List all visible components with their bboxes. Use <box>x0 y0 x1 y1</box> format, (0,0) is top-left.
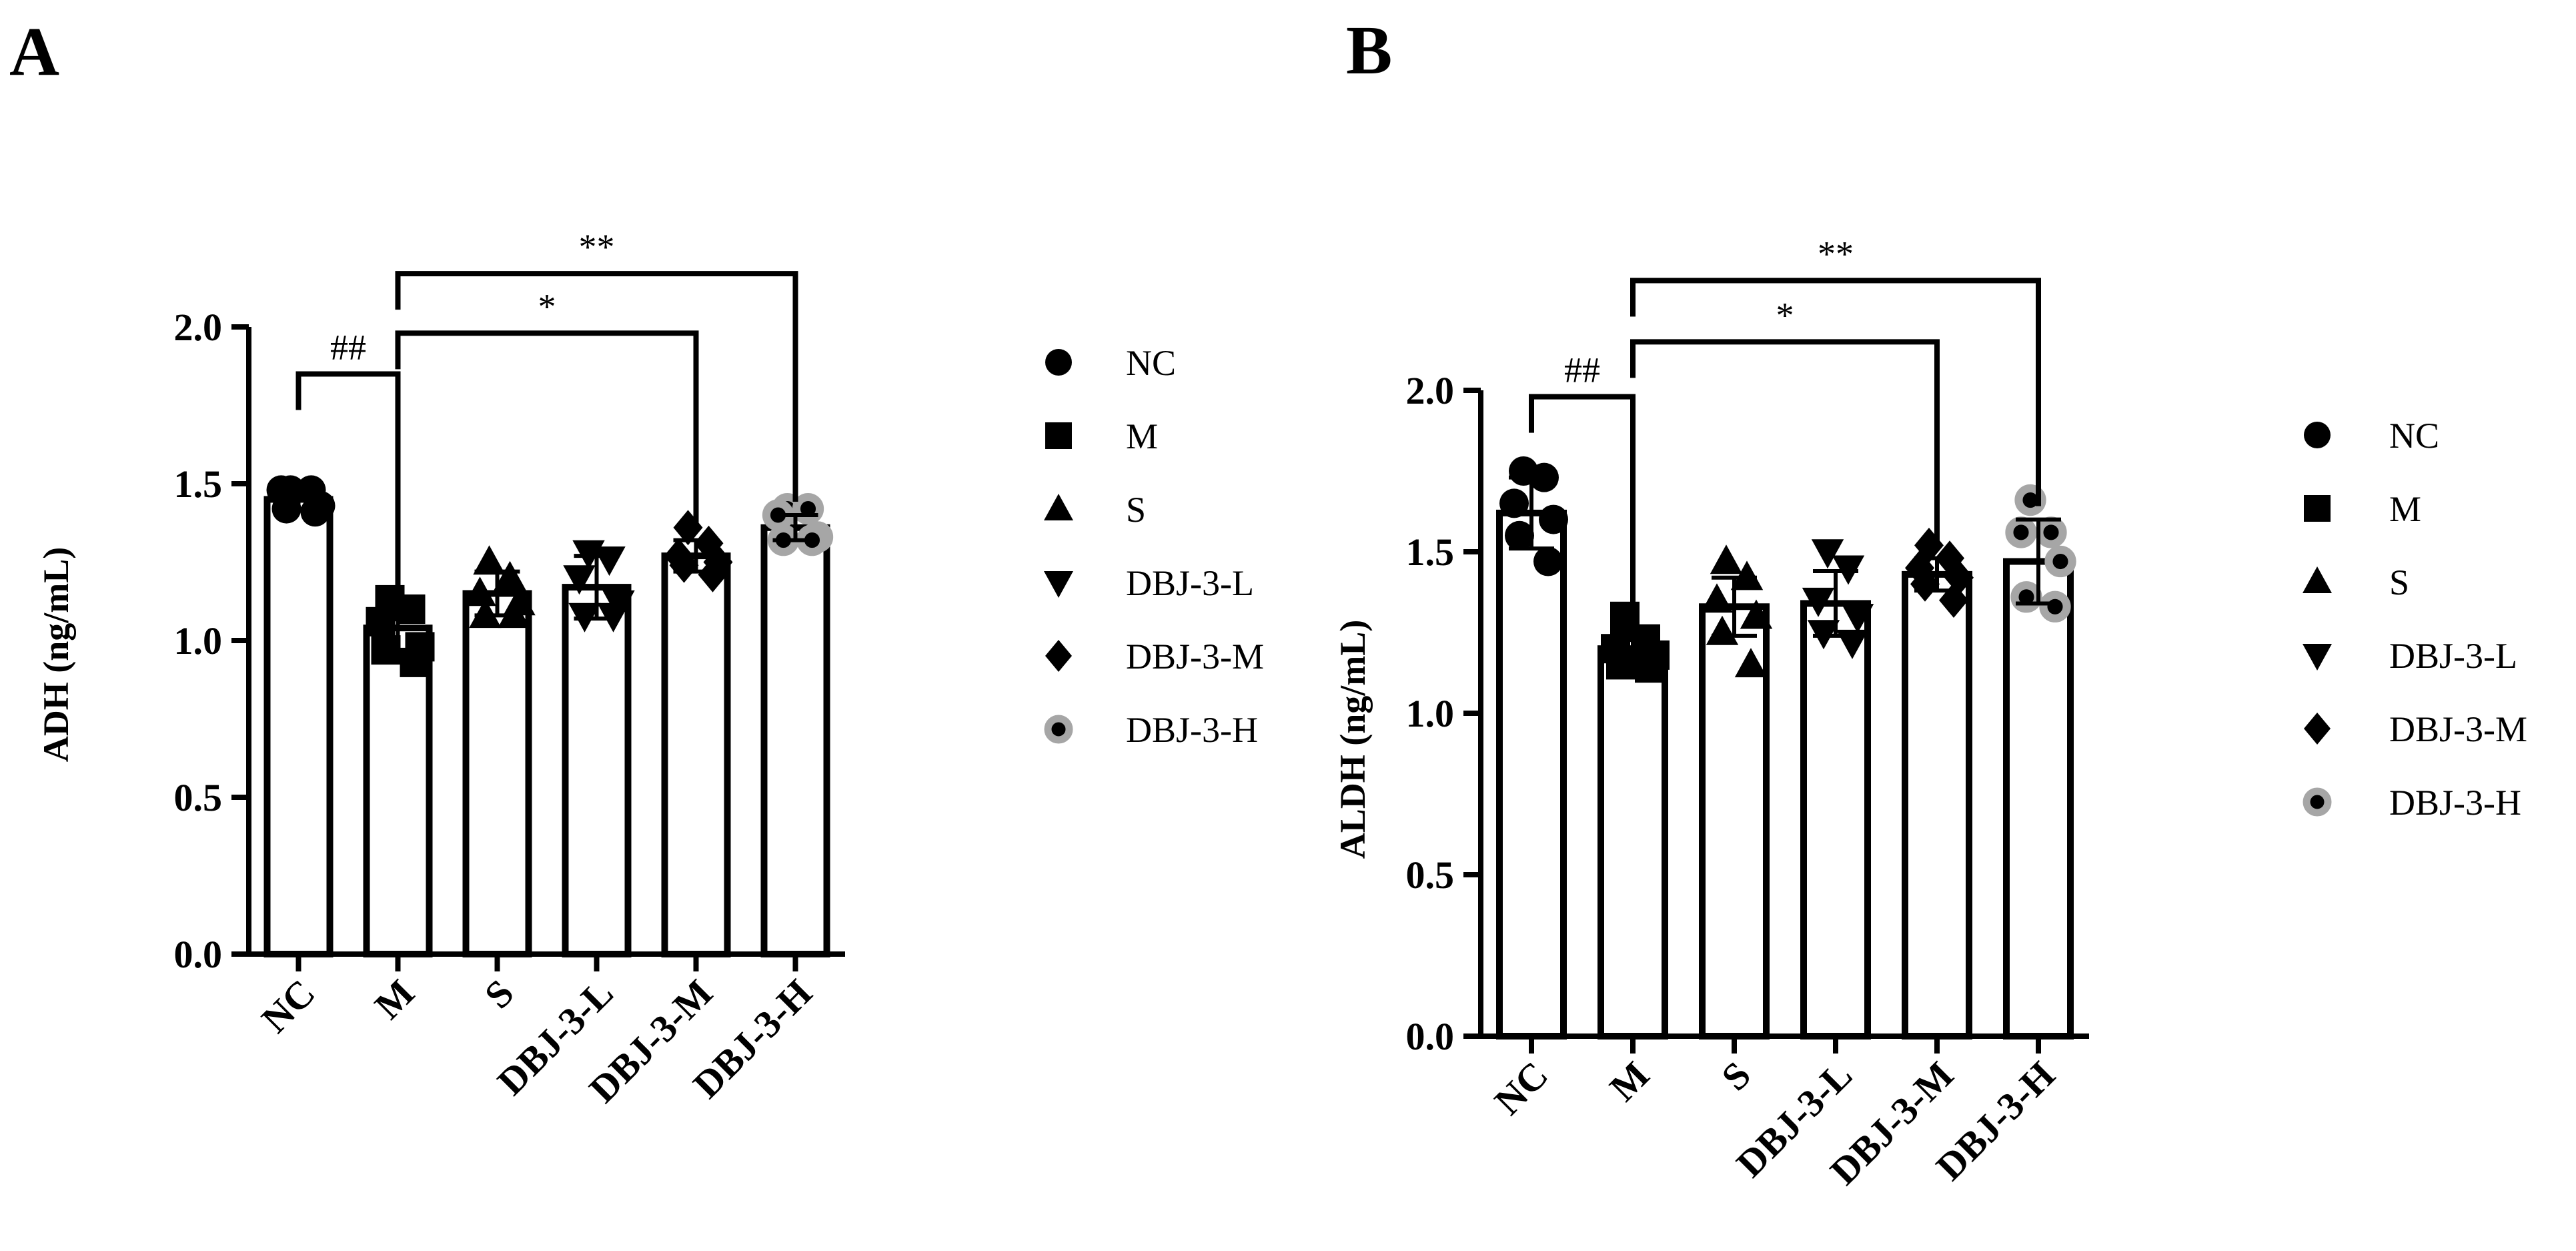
bar-s <box>462 590 532 957</box>
legend-label-m: M <box>2389 489 2421 529</box>
panel-letter-b: B <box>1346 12 1392 89</box>
legend-label-dbj-3-l: DBJ-3-L <box>2389 636 2517 676</box>
legend-b: NC MS DBJ-3-L DBJ-3-M DBJ-3-H <box>2303 416 2527 823</box>
bar-m <box>1597 645 1668 1039</box>
data-point-s <box>498 598 530 629</box>
data-point-dbj-3-m <box>1910 566 1940 602</box>
data-point-nc <box>300 497 330 527</box>
significance-bracket <box>395 271 798 502</box>
data-point-dbj-3-l <box>1811 539 1844 569</box>
data-point-s <box>473 545 506 575</box>
bar-nc <box>263 496 334 957</box>
legend-marker-nc <box>2304 422 2331 448</box>
legend-label-m: M <box>1126 416 1158 456</box>
y-axis-title: ADH (ng/mL) <box>36 547 76 763</box>
bar-dbj-3-m <box>661 552 731 957</box>
data-point-m <box>371 635 401 665</box>
legend-label-s: S <box>1126 490 1146 530</box>
significance-bracket <box>1529 394 1636 643</box>
y-tick-label: 1.0 <box>1406 692 1455 735</box>
legend-label-nc: NC <box>2389 416 2439 456</box>
bar-dbj-3-l <box>562 584 632 957</box>
bar-dbj-3-m <box>1902 570 1972 1039</box>
y-tick-label: 0.5 <box>174 776 223 819</box>
data-point-s <box>1734 648 1768 678</box>
data-point-nc <box>1499 488 1529 518</box>
significance-bracket <box>295 371 401 622</box>
bar-dbj-3-h <box>760 524 830 957</box>
data-point-nc <box>1539 504 1568 534</box>
bar-dbj-3-l <box>1800 600 1871 1039</box>
y-tick-label: 2.0 <box>1406 369 1455 412</box>
data-point-dbj-3-l <box>1802 587 1835 617</box>
y-tick-label: 1.5 <box>174 462 223 506</box>
significance-bracket <box>395 330 699 527</box>
legend-marker-dbj-3-h <box>1044 715 1073 744</box>
legend-marker-dbj-3-h <box>2303 787 2332 817</box>
y-tick-label: 1.0 <box>174 619 223 663</box>
panel-b: B ALDH (ng/mL) 0.0 0.5 1.0 1.5 2.0 NC M S DBJ-3-… <box>1333 12 2527 1193</box>
data-point-s <box>464 576 496 606</box>
significance-label: ** <box>579 227 615 267</box>
legend-marker-nc <box>1045 349 1072 376</box>
legend-label-dbj-3-h: DBJ-3-H <box>1126 710 1258 750</box>
y-tick-label: 1.5 <box>1406 530 1455 574</box>
legend-marker-dbj-3-m <box>1045 640 1072 672</box>
significance-label: * <box>1776 295 1794 335</box>
data-point-m <box>396 594 426 624</box>
data-point-s <box>1740 599 1773 629</box>
legend-marker-dbj-3-l <box>2303 644 2332 671</box>
y-tick-label: 2.0 <box>174 306 223 349</box>
data-point-s <box>469 598 502 629</box>
legend-label-dbj-3-m: DBJ-3-M <box>2389 709 2527 749</box>
data-point-nc <box>1533 546 1563 576</box>
significance-bracket <box>1630 278 2041 506</box>
y-axis-title: ALDH (ng/mL) <box>1333 620 1373 859</box>
data-point-dbj-3-m <box>669 547 699 583</box>
legend-label-nc: NC <box>1126 343 1176 383</box>
legend-marker-s <box>1044 494 1073 520</box>
plot-area-a: 0.00.51.01.52.0NC M SDBJ-3-LDBJ-3-MDBJ-3-H… <box>174 227 845 1111</box>
data-point-dbj-3-l <box>1841 604 1874 634</box>
y-tick-label: 0.0 <box>1406 1015 1455 1058</box>
panel-a: A ADH (ng/mL) 0.0 0.5 1.0 1.5 2.0 NC M S DBJ-3-L… <box>9 13 1264 1111</box>
y-tick-label: 0.0 <box>174 933 223 976</box>
legend-marker-s <box>2303 566 2332 593</box>
significance-label: ## <box>1564 350 1600 390</box>
data-point-s <box>1730 560 1764 590</box>
data-point-dbj-3-l <box>563 565 596 595</box>
legend-marker-m <box>1045 422 1072 449</box>
data-point-dbj-3-m <box>698 556 728 592</box>
legend-label-s: S <box>2389 562 2409 602</box>
legend-label-dbj-3-l: DBJ-3-L <box>1126 563 1254 603</box>
legend-label-dbj-3-h: DBJ-3-H <box>2389 783 2521 823</box>
data-point-m <box>366 606 396 637</box>
y-tick-label: 0.5 <box>1406 853 1455 897</box>
bar-dbj-3-h <box>2003 558 2074 1039</box>
significance-label: ** <box>1818 234 1854 274</box>
data-point-m <box>1635 653 1664 683</box>
legend-a: NC MS DBJ-3-L DBJ-3-M DBJ-3-H <box>1044 343 1264 750</box>
data-point-dbj-3-h <box>2005 516 2037 548</box>
significance-label: * <box>538 286 556 326</box>
data-point-dbj-3-h <box>2035 516 2067 548</box>
data-point-nc <box>1505 520 1534 550</box>
significance-bracket <box>1630 339 1940 545</box>
significance-label: ## <box>330 328 366 368</box>
data-point-s <box>1700 583 1734 613</box>
plot-area-b: 0.00.51.01.52.0NC M SDBJ-3-LDBJ-3-MDBJ-3-H… <box>1406 234 2089 1193</box>
data-point-dbj-3-h <box>2039 590 2071 622</box>
legend-marker-dbj-3-l <box>1044 571 1073 598</box>
data-point-s <box>1710 544 1743 574</box>
legend-marker-dbj-3-m <box>2304 713 2331 745</box>
legend-marker-m <box>2304 495 2331 522</box>
data-point-s <box>494 560 526 590</box>
bar-nc <box>1496 509 1567 1039</box>
legend-label-dbj-3-m: DBJ-3-M <box>1126 637 1264 677</box>
data-point-dbj-3-h <box>2044 545 2076 578</box>
panel-letter-a: A <box>9 13 59 90</box>
